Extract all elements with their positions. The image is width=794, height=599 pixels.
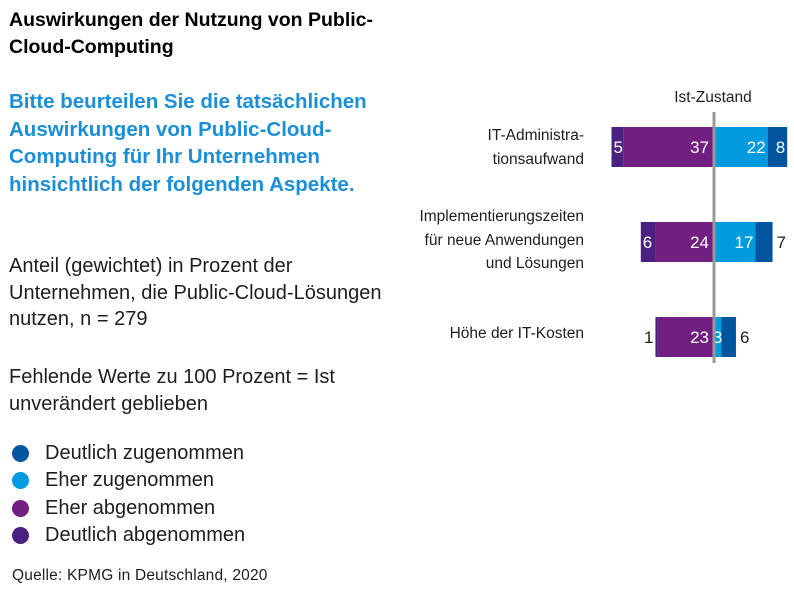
bar-segment (623, 127, 714, 167)
source-note: Quelle: KPMG in Deutschland, 2020 (12, 567, 268, 584)
bar-segment (755, 222, 773, 262)
legend-label: Deutlich zugenommen (45, 442, 244, 465)
legend-dot-icon (12, 445, 29, 463)
bar-segment (640, 222, 656, 262)
legend-item-eher-abgenommen: Eher abgenommen (12, 495, 245, 522)
legend: Deutlich zugenommen Eher zugenommen Eher… (12, 440, 245, 549)
data-label: 24 (690, 233, 709, 252)
data-label: 1 (644, 328, 653, 347)
bar-segment (655, 317, 658, 357)
data-label: 6 (740, 328, 749, 347)
bar-segment (657, 317, 714, 357)
bar-segment (767, 127, 788, 167)
data-label: 22 (747, 138, 766, 157)
bar-row: 23 1 3 6 (644, 317, 749, 357)
category-label-line: Höhe der IT-Kosten (449, 325, 584, 342)
chart-title: Auswirkungen der Nutzung von Public-Clou… (9, 9, 374, 58)
category-label-line: tionsaufwand (492, 150, 584, 168)
data-label: 17 (735, 233, 754, 252)
data-label: 8 (776, 138, 785, 157)
data-label: 6 (643, 233, 652, 252)
legend-label: Eher zugenommen (45, 469, 214, 492)
bar-row: 37 5 22 8 (611, 127, 788, 167)
data-label: 37 (690, 138, 709, 157)
category-label-line: und Lösungen (485, 255, 584, 272)
legend-item-eher-zugenommen: Eher zugenommen (12, 467, 245, 494)
bar-segment (714, 317, 722, 357)
data-label: 7 (777, 233, 786, 252)
legend-dot-icon (12, 527, 29, 545)
column-header: Ist-Zustand (674, 89, 752, 106)
survey-question: Bitte beurteilen Sie die tatsächlichen A… (9, 90, 367, 196)
legend-item-deutlich-abgenommen: Deutlich abgenommen (12, 522, 245, 549)
bar-segment (714, 222, 756, 262)
category-label-line: für neue Anwendungen (424, 231, 584, 249)
bar-row: 24 6 17 7 (640, 222, 786, 262)
legend-dot-icon (12, 499, 29, 517)
legend-dot-icon (12, 472, 29, 490)
data-label: 23 (690, 328, 709, 347)
bar-segment (714, 127, 768, 167)
category-label: IT-Administra-tionsaufwand (354, 124, 584, 171)
legend-item-deutlich-zugenommen: Deutlich zugenommen (12, 440, 245, 467)
category-label-line: Implementierungszeiten (419, 208, 584, 225)
bar-segment (611, 127, 624, 167)
data-label: 5 (614, 138, 623, 157)
bar-segment (721, 317, 736, 357)
legend-label: Eher abgenommen (45, 496, 216, 519)
missing-values-note: Fehlende Werte zu 100 Prozent = Ist unve… (9, 366, 335, 415)
data-label: 3 (713, 328, 722, 347)
category-label-line: IT-Administra- (487, 127, 584, 144)
bar-segment (655, 222, 714, 262)
category-label: Höhe der IT-Kosten (354, 322, 584, 346)
legend-label: Deutlich abgenommen (45, 524, 246, 547)
category-label: Implementierungszeiten für neue Anwendung… (354, 205, 584, 276)
base-note: Anteil (gewichtet) in Prozent der Untern… (9, 255, 382, 330)
